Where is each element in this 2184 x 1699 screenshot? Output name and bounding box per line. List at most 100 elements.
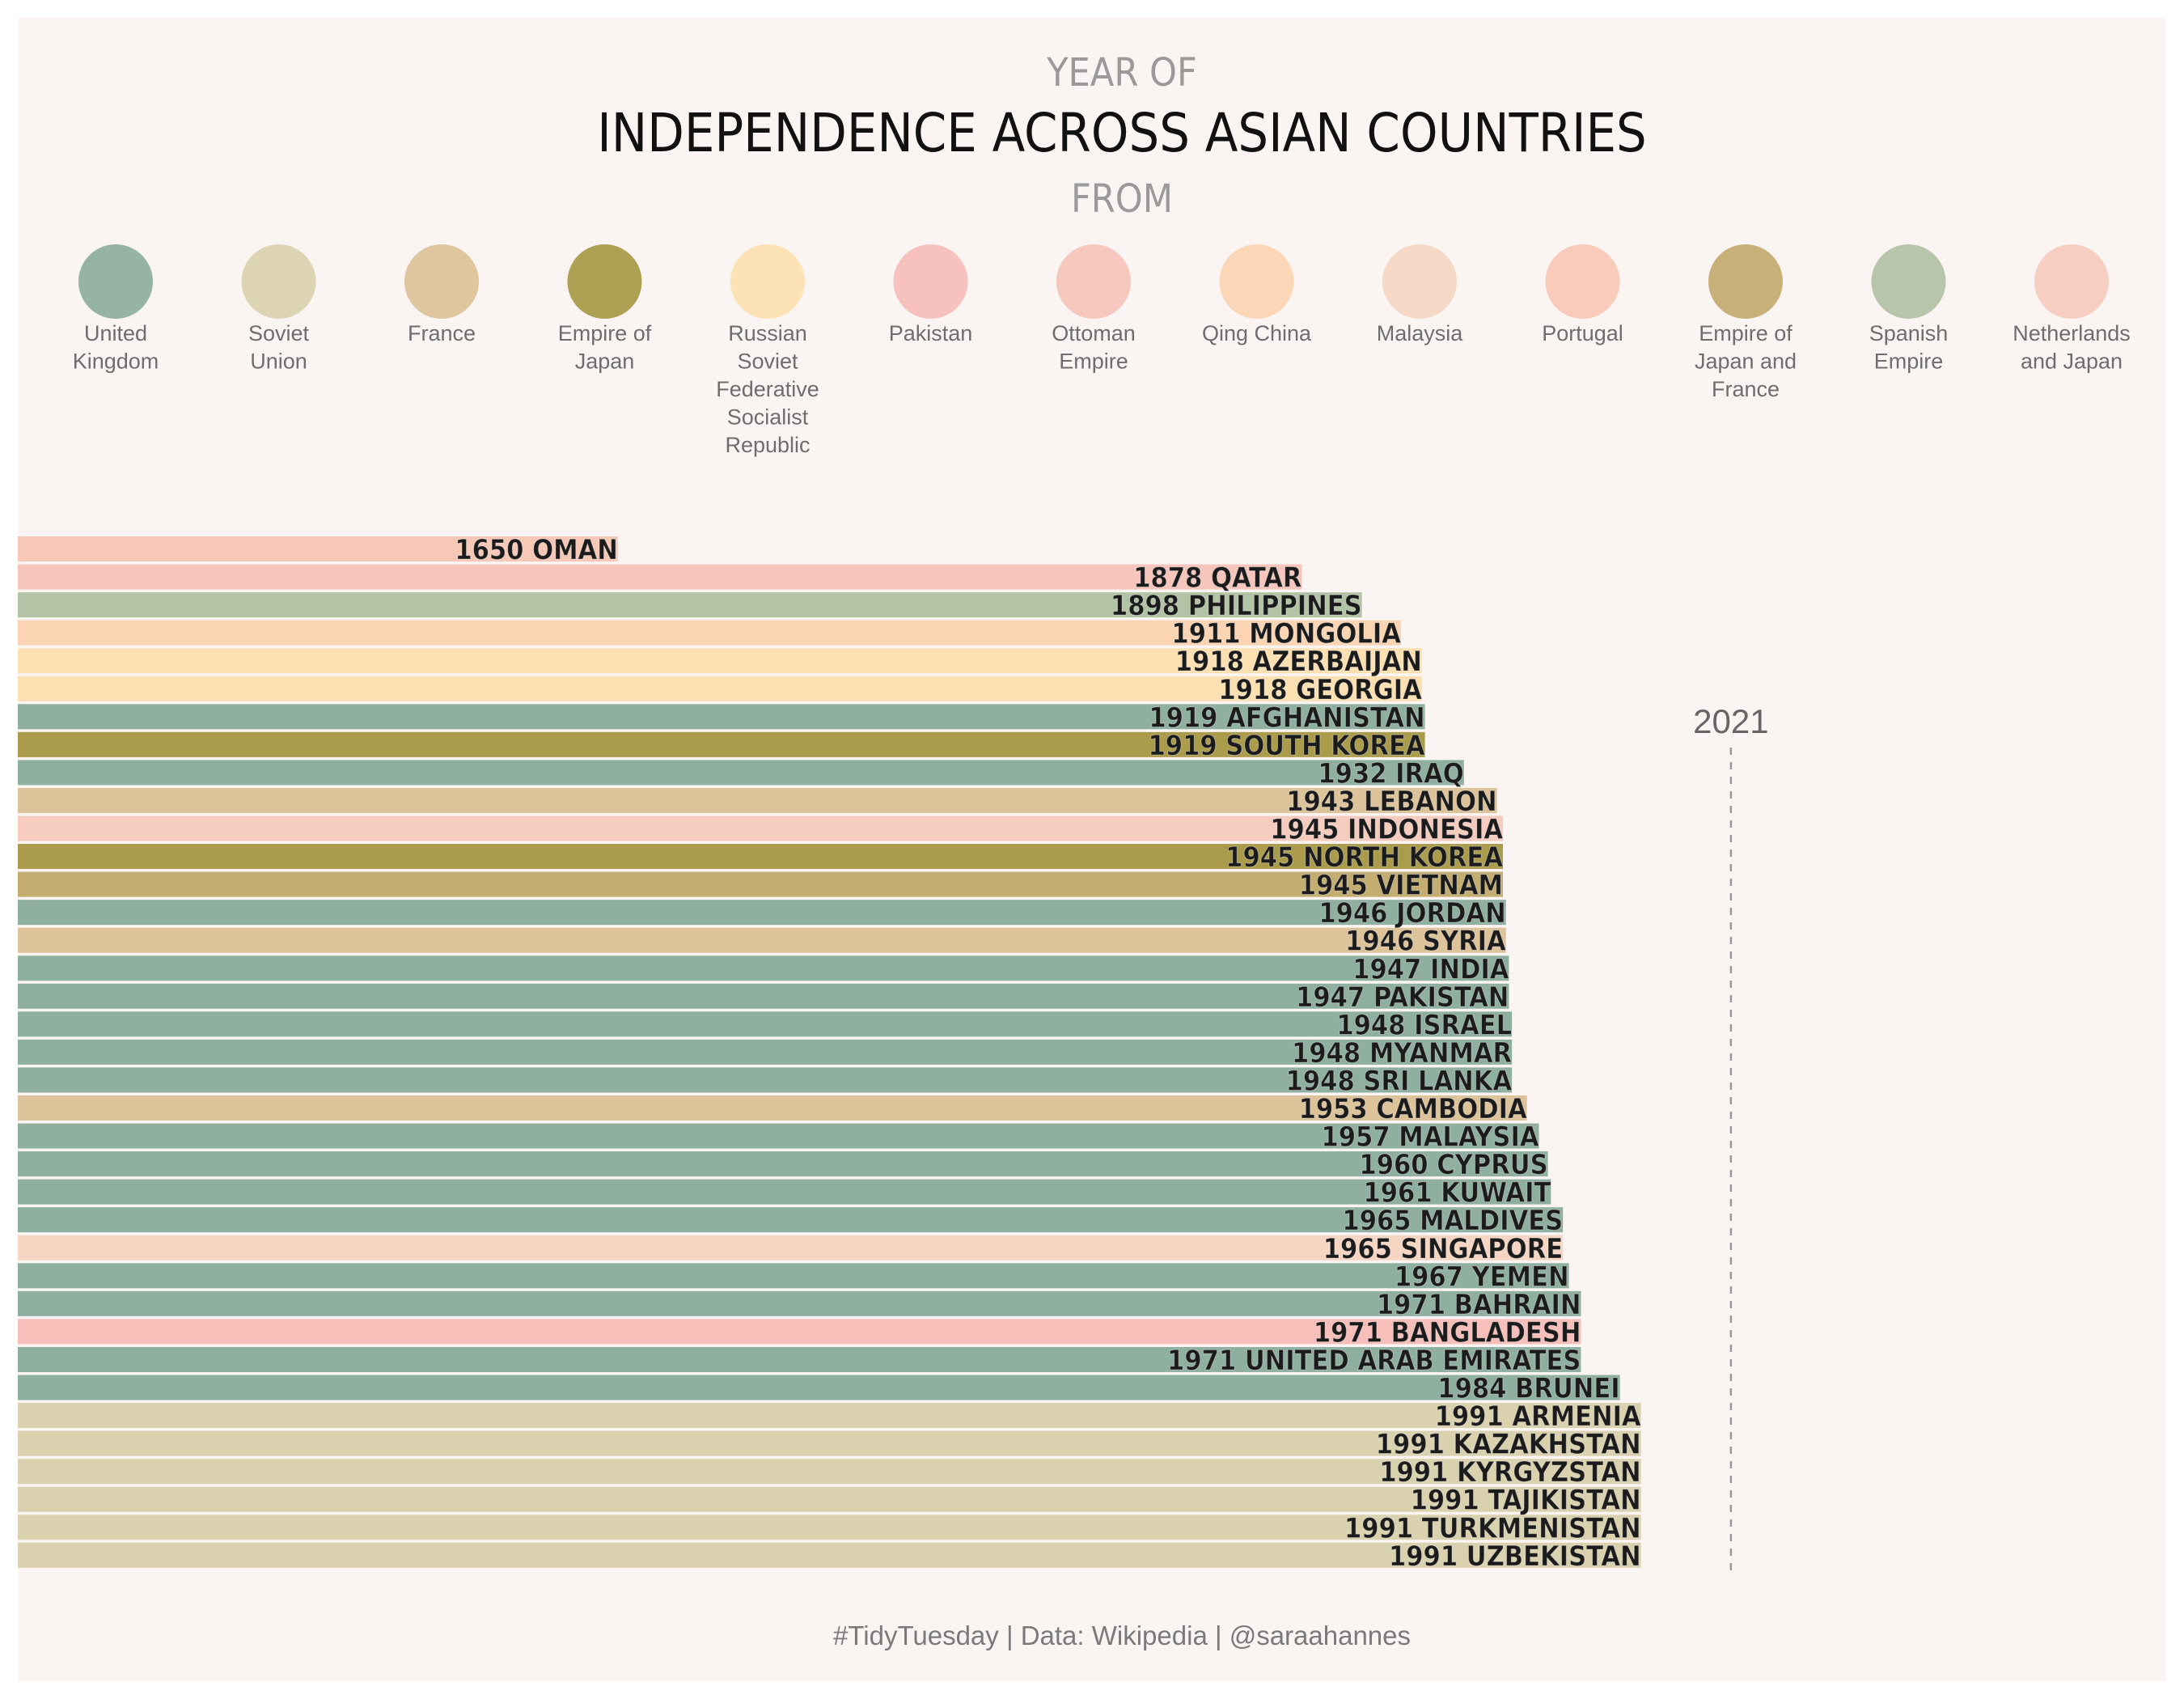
legend-item: France [404, 244, 479, 345]
bar-label: 1965 MALDIVES [1342, 1205, 1563, 1237]
bar-label: 1948 MYANMAR [1292, 1037, 1512, 1070]
bar [18, 704, 1425, 730]
bar [18, 955, 1509, 981]
bar [18, 844, 1503, 870]
legend-item: Spanish Empire [1869, 244, 1949, 374]
bar-label: 1991 KYRGYZSTAN [1379, 1456, 1640, 1489]
bar [18, 871, 1503, 897]
bar [18, 760, 1464, 786]
legend-item: United Kingdom [73, 244, 159, 374]
bar [18, 787, 1497, 813]
legend: United Kingdom Soviet Union France Empire of J… [73, 244, 2131, 457]
bar-label: 1878 QATAR [1133, 562, 1302, 595]
bar [18, 648, 1422, 674]
legend-label: Soviet [737, 350, 798, 374]
reference-line-group: 2021 [1693, 702, 1769, 1571]
bar [18, 1403, 1641, 1429]
bar-label: 1948 ISRAEL [1336, 1009, 1512, 1041]
legend-swatch [567, 244, 642, 319]
legend-label: Union [250, 350, 307, 374]
legend-label: Japan and [1695, 350, 1797, 374]
bar-label: 1918 GEORGIA [1218, 674, 1422, 706]
legend-label: Republic [725, 433, 810, 457]
legend-swatch [1219, 244, 1294, 319]
bar-label: 1967 YEMEN [1395, 1260, 1569, 1293]
legend-label: France [1712, 377, 1780, 401]
bar-label: 1947 PAKISTAN [1296, 981, 1509, 1014]
legend-swatch [404, 244, 479, 319]
legend-label: Soviet [248, 321, 310, 345]
bar [18, 1459, 1641, 1485]
bar-label: 1948 SRI LANKA [1286, 1065, 1513, 1097]
legend-swatch [1056, 244, 1131, 319]
bar [18, 1011, 1513, 1037]
bar-label: 1991 TAJIKISTAN [1411, 1485, 1641, 1517]
bar-label: 1932 IRAQ [1318, 757, 1463, 790]
bar-label: 1945 INDONESIA [1270, 814, 1503, 846]
legend-label: Spanish [1869, 321, 1949, 345]
bar [18, 1067, 1513, 1093]
bar [18, 1486, 1641, 1512]
bar-label: 1919 AFGHANISTAN [1149, 701, 1424, 734]
bar-label: 1961 KUWAIT [1363, 1177, 1551, 1210]
legend-label: Pakistan [889, 321, 973, 345]
legend-item: Empire of Japan and France [1695, 244, 1797, 401]
legend-swatch [1382, 244, 1457, 319]
legend-item: Pakistan [889, 244, 973, 345]
legend-item: Qing China [1202, 244, 1312, 345]
bar-label: 1957 MALAYSIA [1321, 1121, 1539, 1154]
chart-title: INDEPENDENCE ACROSS ASIAN COUNTRIES [597, 102, 1647, 164]
legend-label: Empire of [1699, 321, 1792, 345]
legend-label: France [408, 321, 476, 345]
bar [18, 1263, 1569, 1289]
legend-swatch [1545, 244, 1620, 319]
bar [18, 1095, 1527, 1121]
bar [18, 900, 1506, 926]
legend-label: Empire [1059, 350, 1128, 374]
title-line-1: YEAR OF [1046, 50, 1197, 95]
legend-label: Malaysia [1377, 321, 1464, 345]
bar [18, 592, 1362, 618]
bar-label: 1945 NORTH KOREA [1225, 841, 1503, 874]
bar [18, 1375, 1620, 1400]
bar-label: 1971 BANGLADESH [1314, 1316, 1581, 1349]
legend-label: United [84, 321, 147, 345]
legend-label: Portugal [1542, 321, 1623, 345]
bar [18, 536, 618, 561]
bar-label: 1946 JORDAN [1318, 897, 1505, 930]
bar [18, 676, 1422, 701]
bar [18, 1290, 1581, 1316]
legend-label: Empire of [558, 321, 652, 345]
bar-label: 1919 SOUTH KOREA [1149, 730, 1425, 762]
legend-item: Malaysia [1377, 244, 1464, 345]
bar [18, 1346, 1581, 1372]
bar-label: 1953 CAMBODIA [1299, 1093, 1527, 1125]
legend-swatch [241, 244, 316, 319]
bar [18, 731, 1425, 757]
legend-label: Ottoman [1052, 321, 1136, 345]
legend-label: Netherlands [2013, 321, 2131, 345]
legend-swatch [893, 244, 968, 319]
bar-label: 1971 BAHRAIN [1377, 1289, 1581, 1321]
bar-label: 1991 KAZAKHSTAN [1376, 1429, 1641, 1461]
legend-item: Soviet Union [241, 244, 316, 374]
bar [18, 620, 1401, 646]
legend-item: Empire of Japan [558, 244, 652, 374]
bar-label: 1650 OMAN [455, 534, 618, 566]
legend-item: Netherlands and Japan [2013, 244, 2131, 374]
bar [18, 927, 1506, 953]
legend-item: Russian Soviet Federative Socialist Republic [716, 244, 819, 457]
legend-swatch [78, 244, 153, 319]
legend-item: Portugal [1542, 244, 1623, 345]
legend-swatch [1871, 244, 1946, 319]
legend-label: Russian [728, 321, 807, 345]
legend-swatch [2034, 244, 2109, 319]
bar-label: 1991 UZBEKISTAN [1389, 1540, 1641, 1573]
bar-label: 1943 LEBANON [1286, 786, 1496, 818]
bar-label: 1918 AZERBAIJAN [1175, 646, 1422, 678]
bar [18, 1542, 1641, 1568]
bar-label: 1947 INDIA [1352, 953, 1509, 985]
bar [18, 1235, 1564, 1260]
bar-label: 1911 MONGOLIA [1171, 618, 1401, 650]
